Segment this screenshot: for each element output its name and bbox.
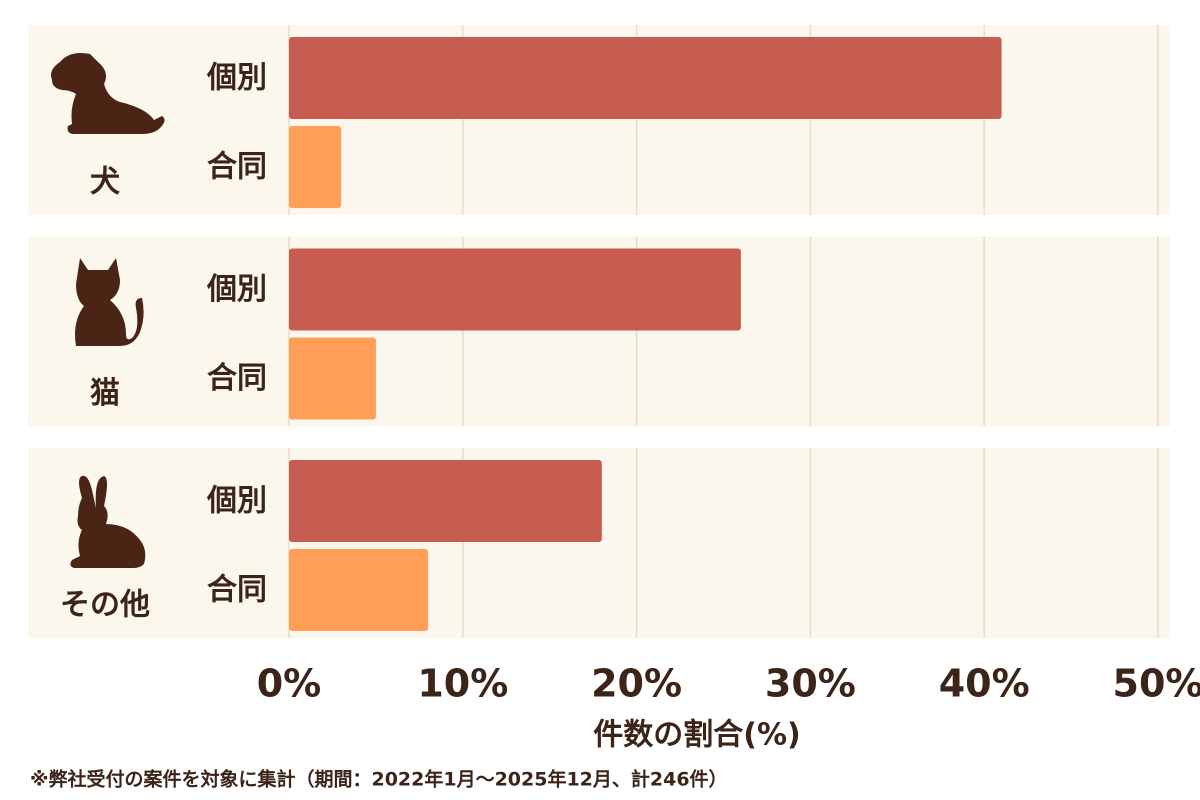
- x-tick-label: 0%: [257, 662, 322, 706]
- bar: [289, 337, 376, 420]
- x-tick-label: 20%: [591, 662, 682, 706]
- dog-icon: [51, 53, 165, 134]
- bar: [289, 460, 602, 542]
- icons: [51, 53, 165, 568]
- category-label: 犬: [90, 165, 120, 200]
- bar: [289, 248, 741, 331]
- series-label: 合同: [207, 150, 267, 185]
- footnote: ※弊社受付の案件を対象に集計（期間：2022年1月～2025年12月、計246件…: [30, 768, 728, 791]
- category-label: 猫: [90, 376, 120, 411]
- rabbit-icon: [70, 475, 146, 568]
- x-tick-label: 30%: [765, 662, 856, 706]
- series-label: 個別: [206, 61, 267, 96]
- x-tick-label: 50%: [1113, 662, 1200, 706]
- x-tick-label: 10%: [417, 662, 508, 706]
- x-tick-label: 40%: [939, 662, 1030, 706]
- series-label: 個別: [206, 272, 267, 307]
- cat-icon: [75, 258, 144, 346]
- bar: [289, 549, 429, 631]
- x-axis-title: 件数の割合(%): [593, 718, 800, 753]
- series-label: 合同: [207, 573, 267, 608]
- bar: [289, 126, 342, 208]
- category-label: その他: [60, 588, 150, 623]
- bar: [289, 37, 1002, 119]
- series-label: 合同: [207, 361, 267, 396]
- series-label: 個別: [206, 484, 267, 519]
